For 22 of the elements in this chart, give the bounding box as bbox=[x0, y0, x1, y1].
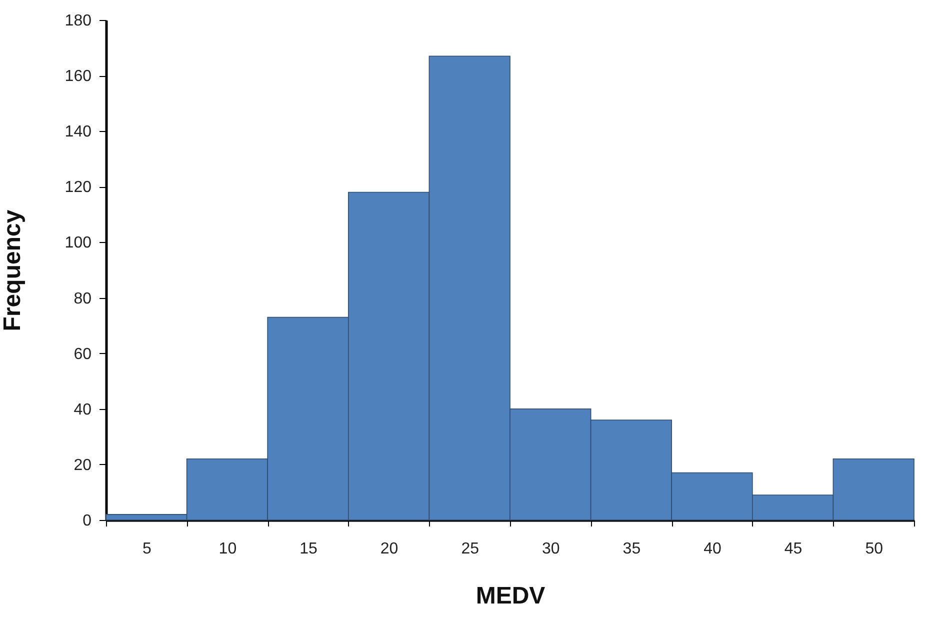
y-tick-label: 20 bbox=[74, 456, 92, 474]
x-tick-label: 5 bbox=[142, 540, 152, 558]
x-tick-label: 40 bbox=[704, 540, 722, 558]
y-tick-label: 80 bbox=[74, 290, 92, 308]
y-tick-label: 160 bbox=[64, 68, 92, 86]
y-tick-label: 60 bbox=[74, 346, 92, 363]
x-tick-label: 15 bbox=[300, 540, 318, 558]
x-tick-label: 20 bbox=[380, 540, 398, 558]
y-axis-title: Frequency bbox=[0, 209, 26, 332]
y-tick-label: 140 bbox=[64, 124, 92, 141]
x-tick-label: 45 bbox=[784, 540, 802, 558]
x-tick-label: 10 bbox=[218, 540, 237, 558]
y-tick-label: 180 bbox=[64, 12, 92, 30]
y-tick-label: 120 bbox=[64, 179, 92, 196]
x-tick-label: 30 bbox=[542, 540, 560, 558]
x-tick-label: 35 bbox=[622, 540, 641, 558]
y-tick-label: 40 bbox=[74, 401, 92, 418]
y-tick-label: 0 bbox=[82, 512, 92, 530]
x-axis-title: MEDV bbox=[476, 582, 546, 610]
x-tick-label: 50 bbox=[865, 540, 884, 558]
y-tick-label: 100 bbox=[64, 234, 92, 252]
x-tick-label: 25 bbox=[461, 540, 480, 558]
